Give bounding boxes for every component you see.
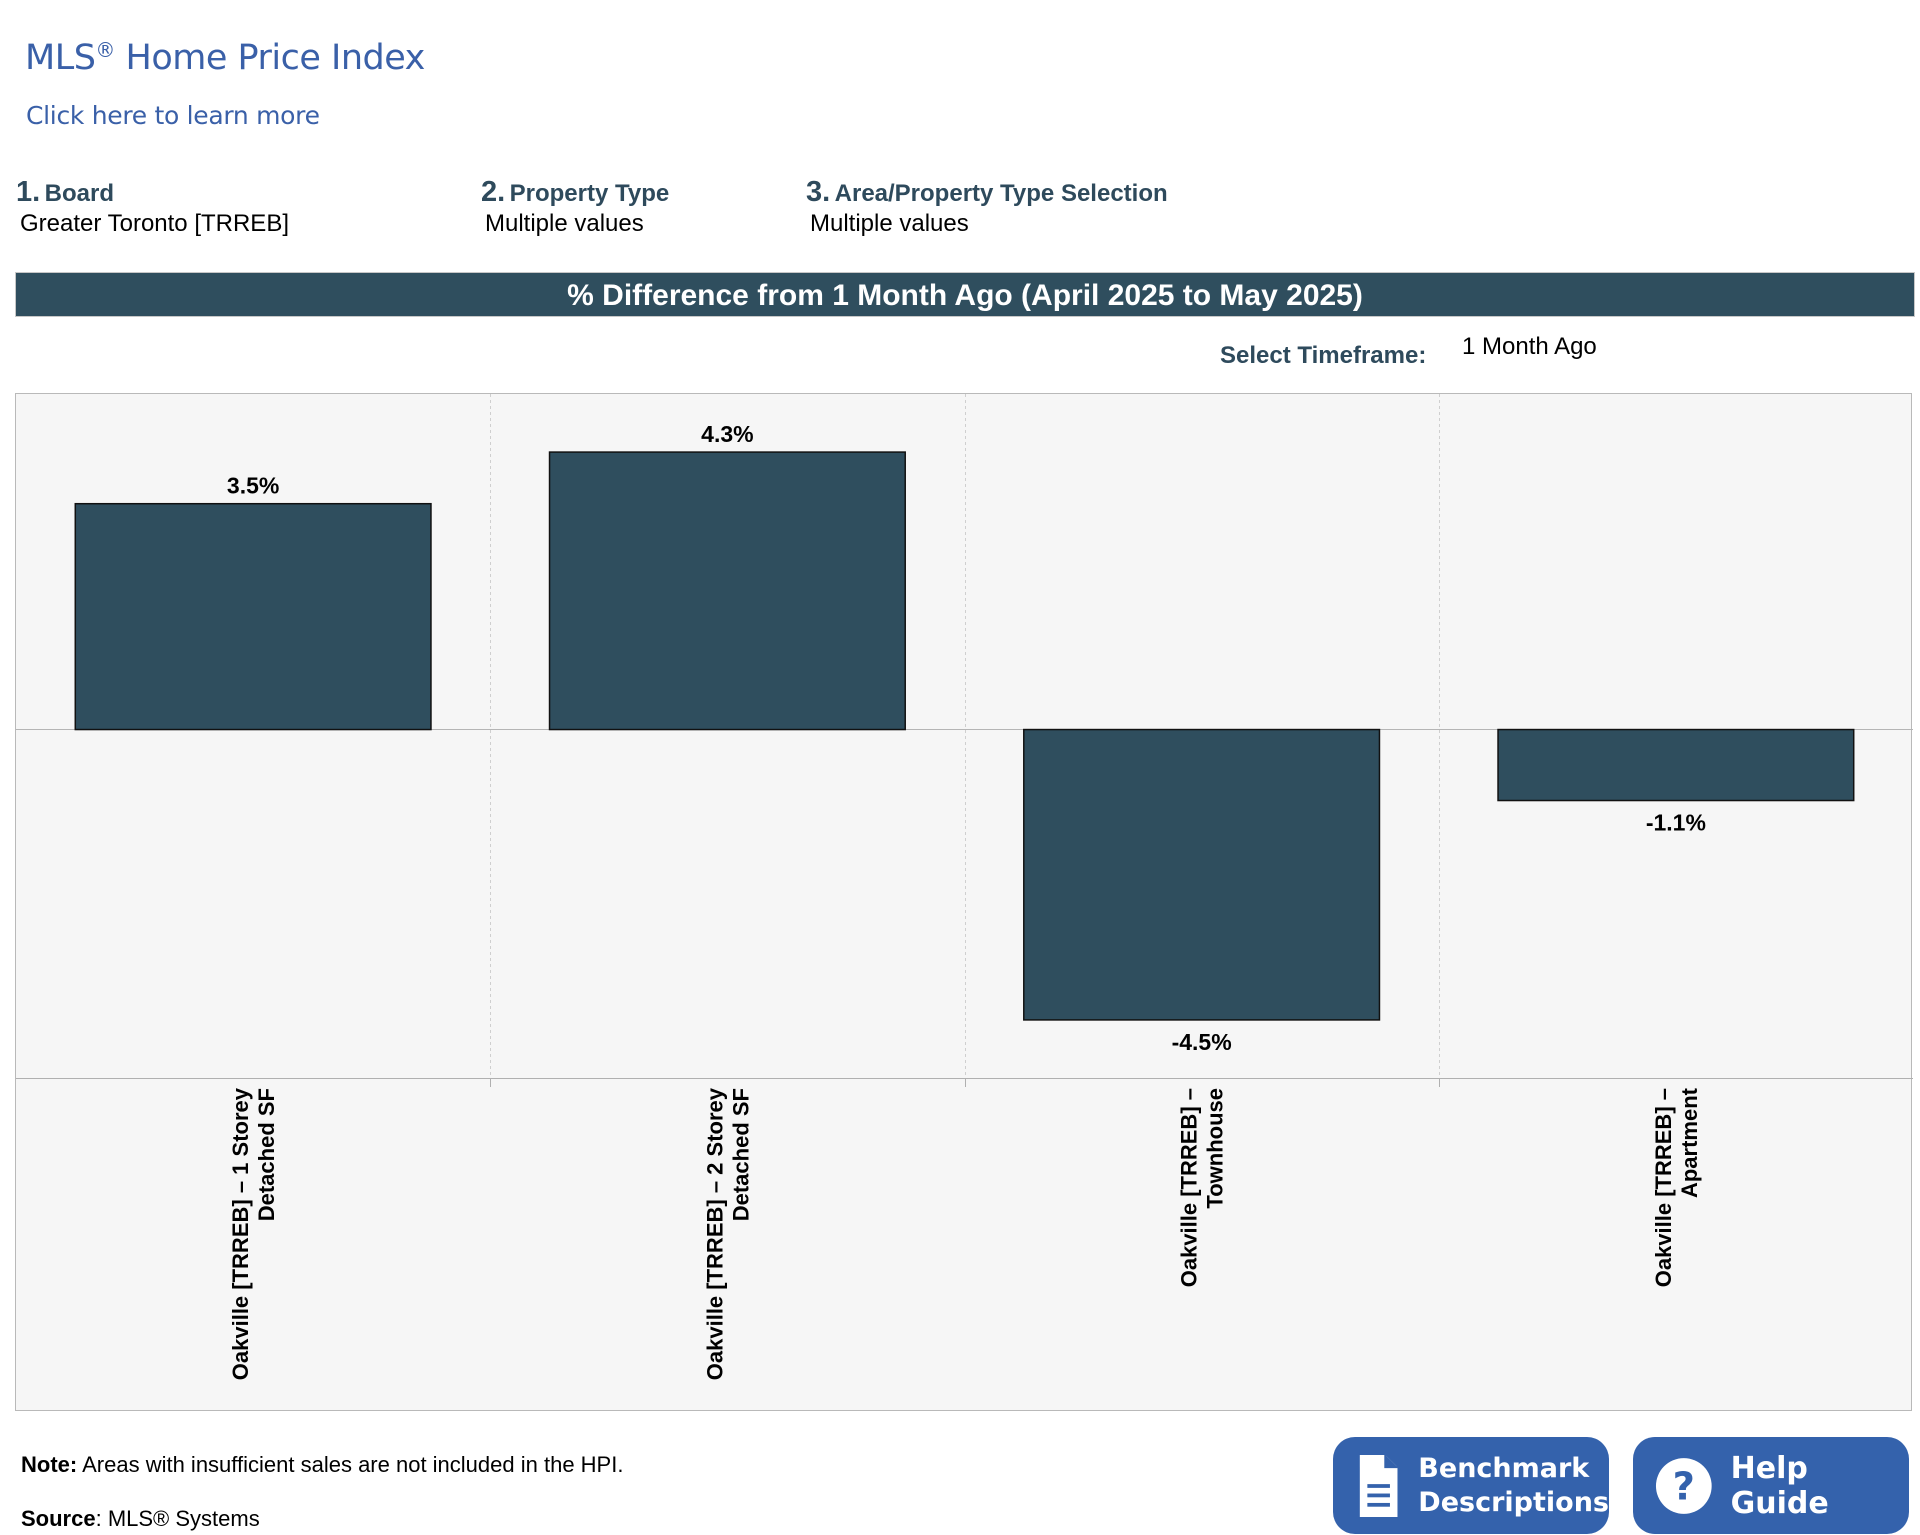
page-title: MLS® Home Price Index <box>25 38 425 78</box>
data-label: -4.5% <box>1172 1029 1232 1055</box>
filter-number: 1. <box>16 176 41 208</box>
category-label: Oakville [TRREB] – Townhouse <box>1177 1088 1228 1287</box>
board-filter: 1. Board Greater Toronto [TRREB] <box>16 176 289 238</box>
timeframe-select[interactable]: 1 Month Ago <box>1462 333 1597 360</box>
registered-mark: ® <box>95 38 115 62</box>
svg-text:?: ? <box>1673 1464 1695 1509</box>
category-label-line: Apartment <box>1677 1087 1702 1198</box>
category-label-line: Detached SF <box>728 1088 753 1221</box>
data-label: -1.1% <box>1646 810 1706 836</box>
category-label: Oakville [TRREB] – Apartment <box>1651 1087 1702 1287</box>
property-type-filter: 2. Property Type Multiple values <box>481 176 669 238</box>
category-label-line: Detached SF <box>254 1088 279 1221</box>
bar <box>74 502 432 731</box>
note-text: Note: Areas with insufficient sales are … <box>21 1452 624 1477</box>
category-label-line: Townhouse <box>1203 1088 1228 1209</box>
chart-title-banner: % Difference from 1 Month Ago (April 202… <box>15 272 1915 317</box>
benchmark-button-label: Benchmark Descriptions <box>1418 1452 1609 1518</box>
learn-more-link[interactable]: Click here to learn more <box>26 101 320 130</box>
question-icon: ? <box>1655 1457 1712 1514</box>
data-label: 4.3% <box>701 421 753 447</box>
bar <box>548 451 906 731</box>
area-selection-select[interactable]: Multiple values <box>810 210 969 237</box>
filter-number: 3. <box>806 176 831 208</box>
data-label: 3.5% <box>227 473 279 499</box>
timeframe-label: Select Timeframe: <box>1220 342 1427 369</box>
help-button-label: Help Guide <box>1730 1450 1829 1521</box>
filter-label: Board <box>44 180 114 207</box>
filter-label: Area/Property Type Selection <box>834 180 1168 207</box>
filter-label: Property Type <box>509 180 670 207</box>
property-type-select[interactable]: Multiple values <box>485 210 644 237</box>
category-label-line: Oakville [TRREB] – <box>1177 1088 1202 1287</box>
category-label: Oakville [TRREB] – 2 Storey Detached SF <box>702 1087 753 1380</box>
category-label: Oakville [TRREB] – 1 Storey Detached SF <box>228 1087 279 1380</box>
chart-canvas: 3.5%Oakville [TRREB] – 1 Storey Detached … <box>16 394 1913 1380</box>
source-text: Source: MLS® Systems <box>21 1506 260 1531</box>
category-label-line: Oakville [TRREB] – <box>1651 1088 1676 1287</box>
bar-chart: 3.5% Oakville [TRREB] – 1 Storey Detached … <box>15 393 1913 1411</box>
filter-number: 2. <box>481 176 506 208</box>
help-guide-button[interactable]: ? Help Guide <box>1633 1437 1909 1534</box>
bar <box>1497 728 1855 802</box>
bar <box>1023 728 1381 1021</box>
area-selection-filter: 3. Area/Property Type Selection Multiple… <box>806 176 1168 238</box>
category-label-line: Oakville [TRREB] – 2 Storey <box>702 1087 727 1380</box>
benchmark-descriptions-button[interactable]: Benchmark Descriptions <box>1333 1437 1609 1534</box>
board-select[interactable]: Greater Toronto [TRREB] <box>20 210 289 237</box>
category-label-line: Oakville [TRREB] – 1 Storey <box>228 1087 253 1380</box>
document-icon <box>1359 1454 1398 1517</box>
